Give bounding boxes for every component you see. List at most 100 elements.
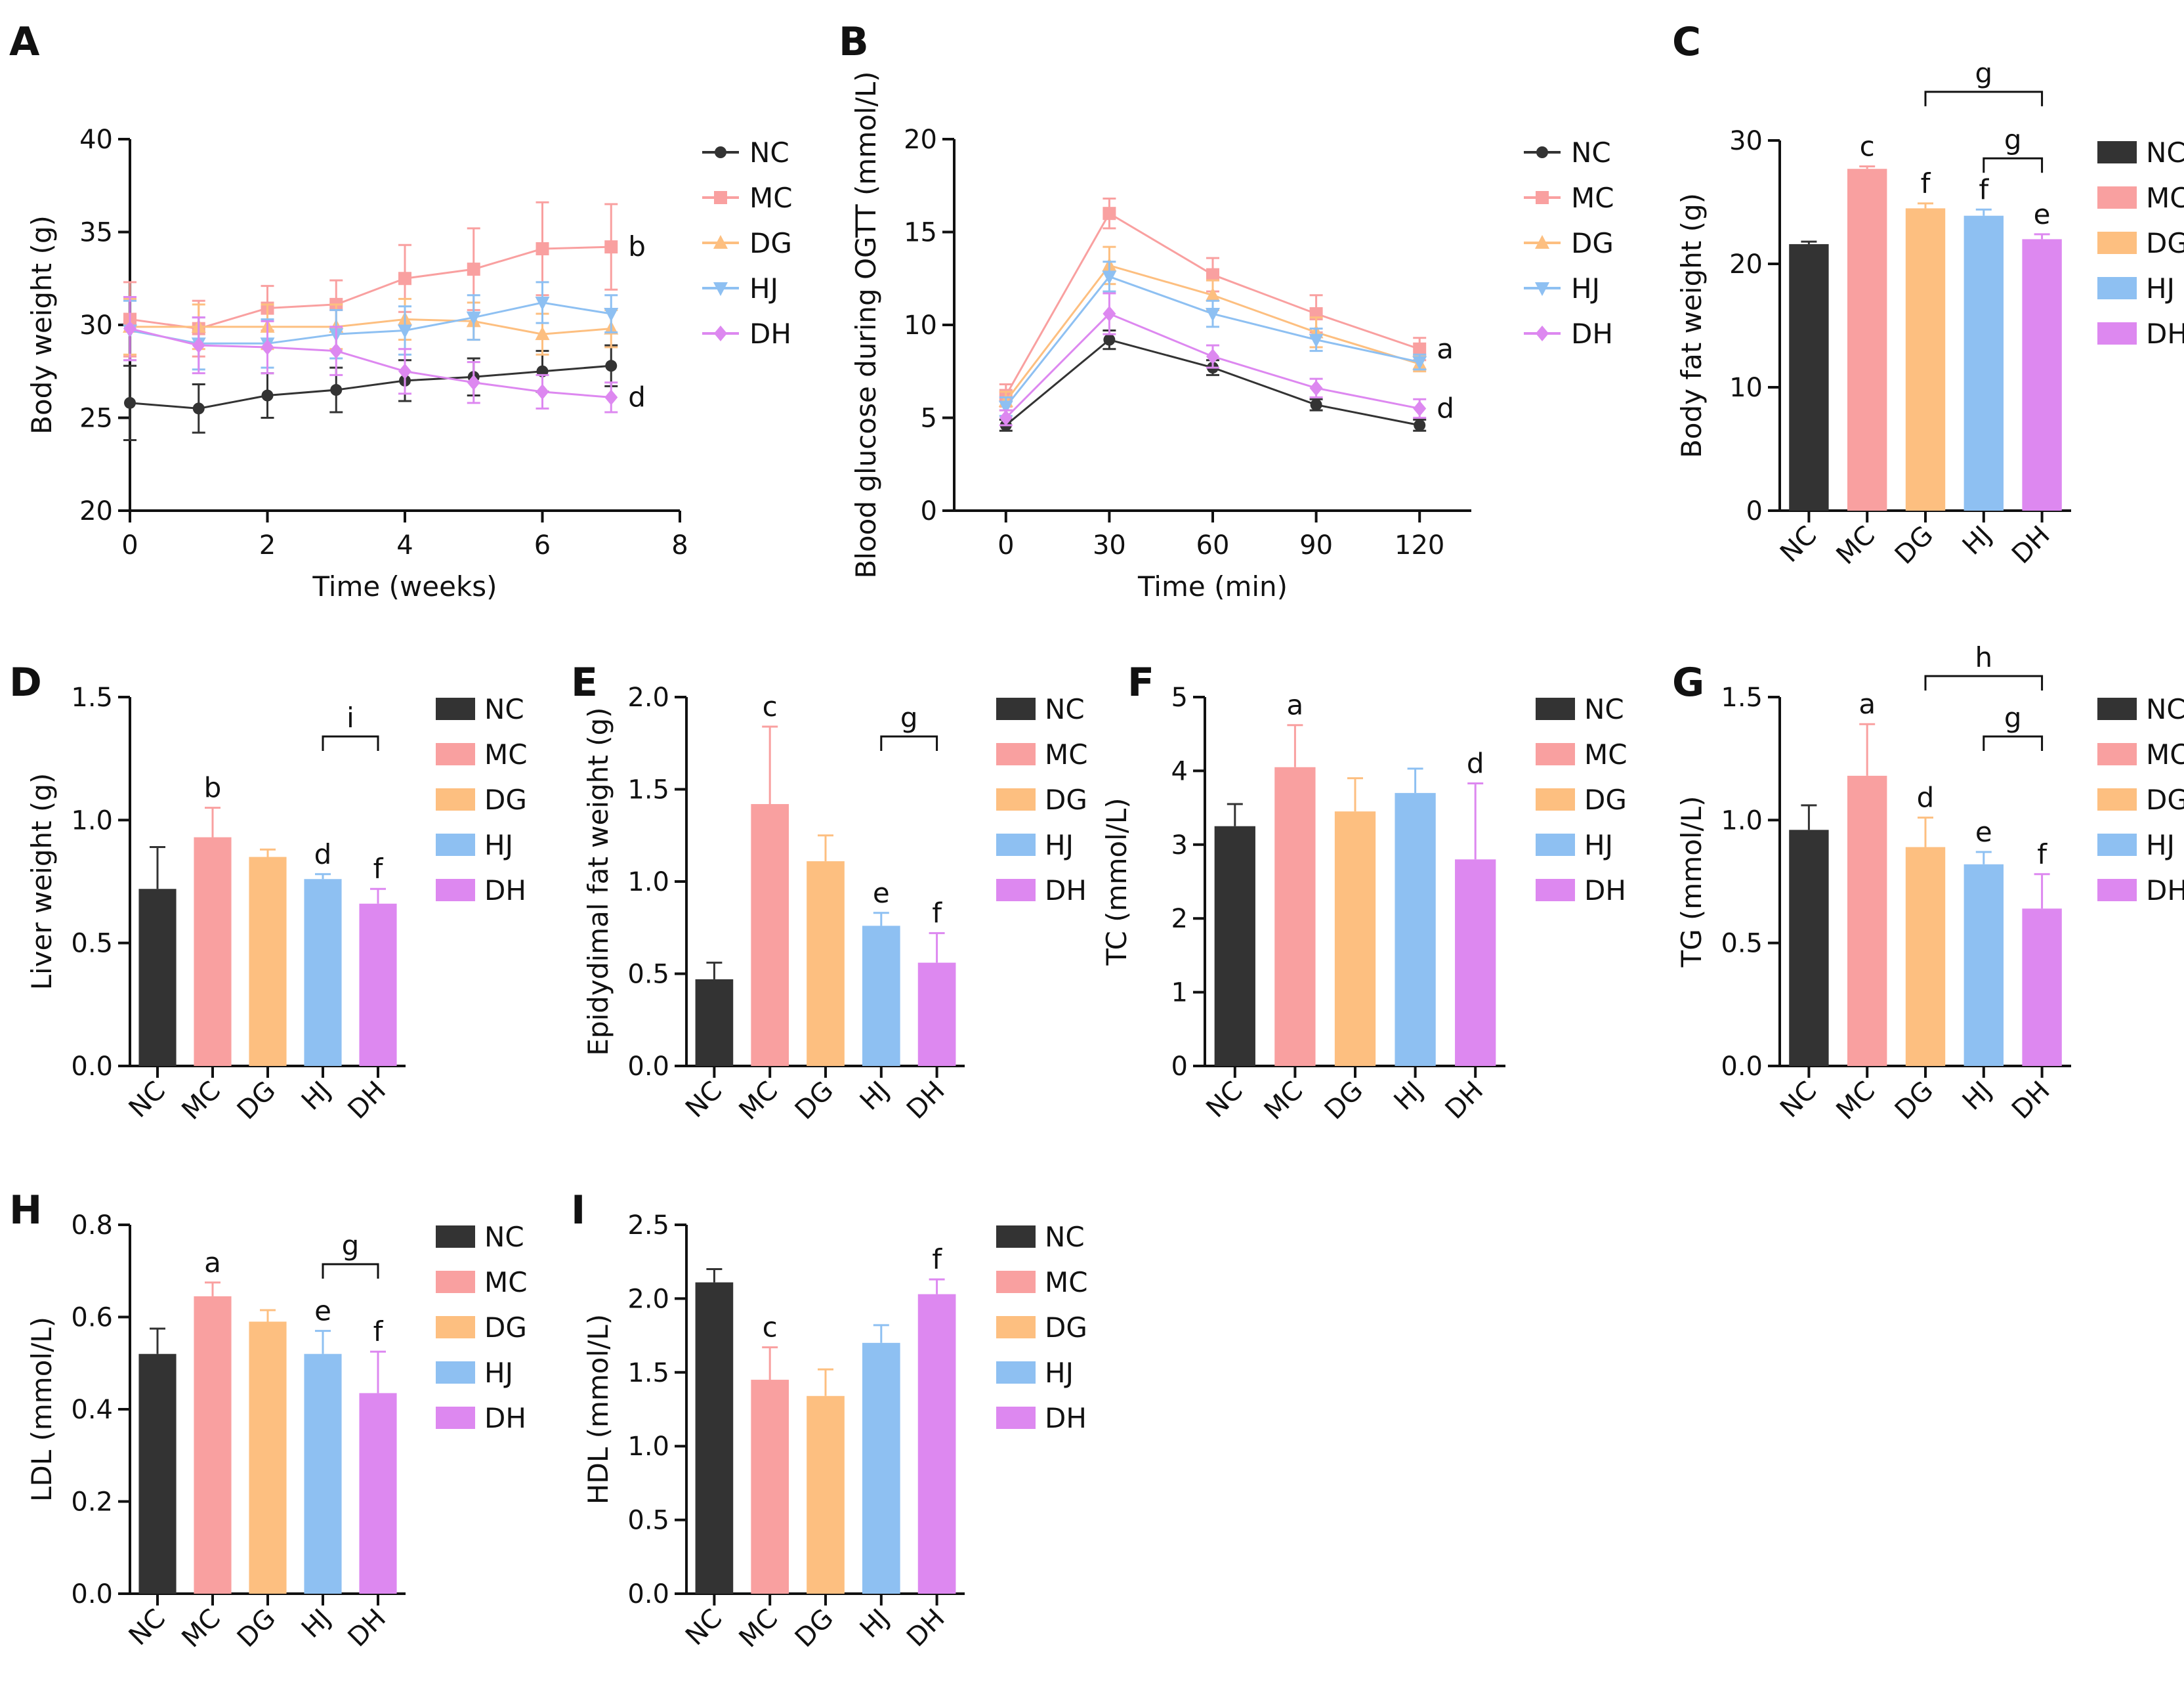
x-tick-label: NC — [680, 1076, 728, 1124]
legend-swatch — [996, 1316, 1036, 1338]
x-tick-label: DH — [342, 1076, 392, 1126]
data-point — [604, 240, 618, 254]
bar-dh — [2022, 908, 2062, 1066]
x-tick-label: DH — [901, 1604, 951, 1653]
bar-hj — [862, 926, 900, 1066]
legend-label: NC — [2146, 137, 2184, 169]
x-tick-label: MC — [1259, 1076, 1309, 1126]
legend-label: DG — [1045, 1311, 1087, 1344]
x-axis-label: Time (weeks) — [312, 570, 497, 603]
x-tick-label: DG — [1889, 1076, 1939, 1126]
series-line — [130, 318, 612, 335]
bracket-label: g — [2004, 702, 2022, 734]
data-point — [1206, 287, 1220, 301]
data-point — [1102, 270, 1117, 285]
bracket-label: g — [900, 702, 918, 734]
data-point — [467, 263, 480, 276]
x-tick-label: MC — [734, 1604, 784, 1654]
x-tick-label: DG — [232, 1604, 282, 1653]
y-tick-label: 20 — [904, 125, 937, 155]
bar-dg — [1905, 208, 1946, 511]
legend-label: HJ — [1571, 272, 1600, 305]
data-point — [604, 389, 618, 406]
y-tick-label: 1.5 — [1721, 683, 1763, 713]
series-mc — [999, 198, 1427, 408]
legend-label: NC — [484, 693, 524, 725]
legend-swatch — [436, 834, 475, 856]
bar-hj — [1395, 793, 1436, 1066]
legend-label: HJ — [1045, 829, 1074, 861]
data-point — [998, 400, 1013, 415]
y-tick-label: 30 — [79, 310, 113, 341]
data-point — [1309, 380, 1323, 396]
legend-label: MC — [1045, 738, 1088, 771]
legend-swatch — [2097, 743, 2137, 765]
bar-dh — [1455, 859, 1496, 1066]
x-tick-label: HJ — [296, 1604, 337, 1644]
legend-label: MC — [1584, 738, 1628, 771]
y-axis-label: TG (mmol/L) — [1675, 796, 1708, 968]
legend-swatch — [996, 1361, 1036, 1384]
y-tick-label: 0.2 — [71, 1487, 113, 1518]
y-tick-label: 1.0 — [627, 867, 669, 897]
significance-bracket — [1983, 735, 2044, 751]
significance-label: e — [2034, 198, 2051, 230]
y-tick-label: 2.0 — [627, 683, 669, 713]
legend-marker — [1536, 191, 1549, 204]
data-point — [999, 410, 1013, 426]
y-axis-label: Epidydimal fat weight (g) — [582, 707, 614, 1055]
legend-marker — [1536, 326, 1549, 341]
legend-swatch — [2097, 788, 2137, 811]
significance-label: f — [1921, 167, 1931, 200]
data-point — [398, 363, 411, 379]
legend-swatch — [996, 1225, 1036, 1248]
y-tick-label: 1.0 — [1721, 805, 1763, 836]
bar-hj — [304, 879, 342, 1066]
y-tick-label: 1.5 — [627, 1358, 669, 1388]
y-tick-label: 10 — [904, 310, 937, 341]
legend-label: HJ — [749, 272, 778, 305]
y-axis-label: Liver weight (g) — [26, 773, 58, 990]
legend-label: MC — [749, 182, 793, 214]
significance-label: e — [314, 1295, 331, 1327]
legend-label: DH — [1045, 874, 1087, 906]
bracket-label: g — [342, 1229, 360, 1262]
legend-label: HJ — [2146, 272, 2175, 305]
significance-bracket — [1924, 675, 2044, 691]
x-tick-label: 4 — [396, 530, 413, 561]
x-tick-label: HJ — [854, 1604, 895, 1644]
x-tick-label: 6 — [534, 530, 551, 561]
legend-marker — [715, 146, 726, 158]
x-tick-label: 0 — [121, 530, 138, 561]
x-tick-label: DG — [789, 1076, 839, 1126]
legend-label: HJ — [1584, 829, 1613, 861]
panel-letter: A — [9, 19, 40, 65]
data-point — [1206, 308, 1220, 322]
x-tick-label: 2 — [259, 530, 276, 561]
data-point — [536, 242, 549, 255]
legend-label: MC — [1045, 1266, 1088, 1298]
legend-swatch — [436, 743, 475, 765]
data-point — [124, 396, 136, 409]
legend-swatch — [436, 698, 475, 720]
bar-mc — [194, 837, 232, 1066]
legend-label: DG — [484, 1311, 527, 1344]
bar-dg — [807, 1395, 845, 1594]
y-tick-label: 1 — [1171, 978, 1188, 1008]
significance-label: d — [628, 381, 646, 413]
chart-panel-g: G0.00.51.01.5TG (mmol/L)NC MCaDGdHJeDHfhg… — [1672, 641, 2184, 1126]
data-point — [467, 374, 480, 391]
bar-mc — [751, 803, 789, 1066]
bar-dg — [1334, 811, 1376, 1066]
legend-swatch — [1536, 698, 1575, 720]
legend-label: DH — [1045, 1402, 1087, 1434]
legend-label: DH — [749, 318, 791, 350]
legend-marker — [713, 282, 728, 296]
significance-label: a — [1858, 688, 1876, 720]
panel-letter: E — [571, 660, 598, 706]
x-tick-label: 60 — [1196, 530, 1230, 561]
bar-mc — [194, 1296, 232, 1594]
data-point — [1206, 268, 1219, 282]
